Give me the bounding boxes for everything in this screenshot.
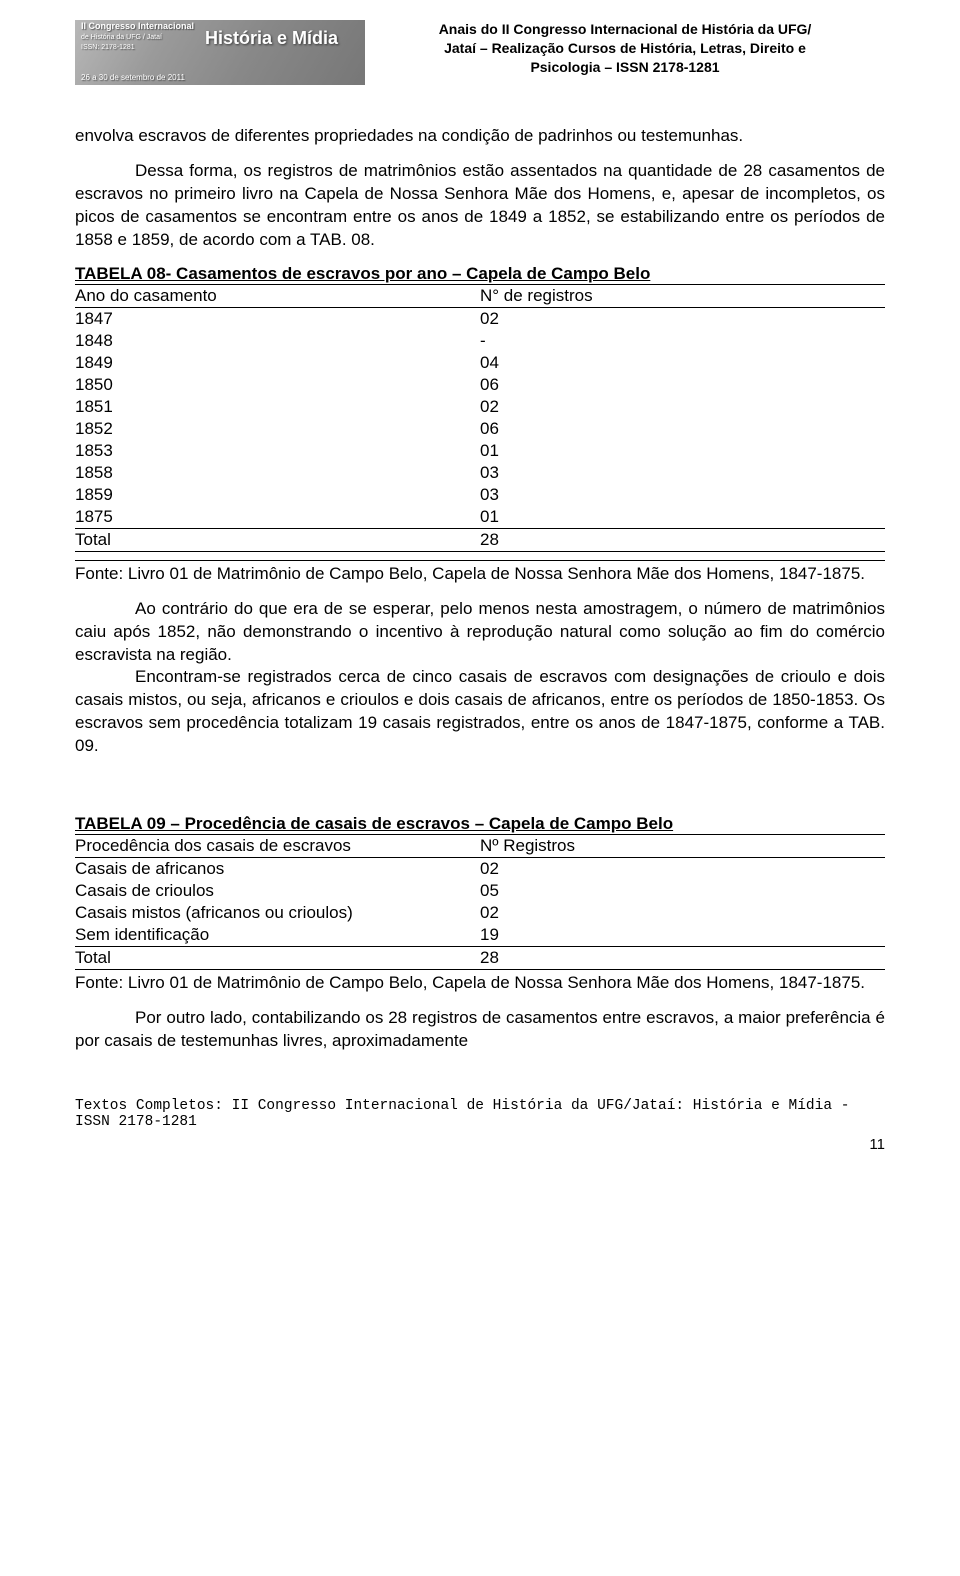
table08-head: Ano do casamento N° de registros	[75, 284, 885, 307]
fonte08-rule	[75, 560, 885, 561]
table-row: 184702	[75, 307, 885, 330]
page-number: 11	[75, 1136, 885, 1153]
table09-source: Fonte: Livro 01 de Matrimônio de Campo B…	[75, 972, 885, 995]
table09-head-left: Procedência dos casais de escravos	[75, 835, 480, 858]
table-row: Casais de africanos02	[75, 858, 885, 881]
table08-head-left: Ano do casamento	[75, 284, 480, 307]
header-citation: Anais do II Congresso Internacional de H…	[365, 20, 885, 77]
table09-head: Procedência dos casais de escravos Nº Re…	[75, 835, 885, 858]
paragraph-4: Encontram-se registrados cerca de cinco …	[75, 666, 885, 758]
table08-source: Fonte: Livro 01 de Matrimônio de Campo B…	[75, 563, 885, 586]
table08-foot: Total 28	[75, 528, 885, 551]
banner-congress-line: II Congresso Internacional de História d…	[81, 22, 194, 52]
table-row: 185006	[75, 374, 885, 396]
table-row: 185301	[75, 440, 885, 462]
paragraph-2: Dessa forma, os registros de matrimônios…	[75, 160, 885, 252]
table08: Ano do casamento N° de registros 184702 …	[75, 284, 885, 552]
table-row: 185903	[75, 484, 885, 506]
table09-head-right: Nº Registros	[480, 835, 885, 858]
table-row: 184904	[75, 352, 885, 374]
table-row: Casais de crioulos05	[75, 880, 885, 902]
table-row: Casais mistos (africanos ou crioulos)02	[75, 902, 885, 924]
paragraph-1: envolva escravos de diferentes proprieda…	[75, 125, 885, 148]
table08-source-wrap	[75, 560, 885, 561]
document-page: II Congresso Internacional de História d…	[0, 0, 960, 1193]
table08-head-right: N° de registros	[480, 284, 885, 307]
paragraph-3: Ao contrário do que era de se esperar, p…	[75, 598, 885, 667]
table08-title: TABELA 08- Casamentos de escravos por an…	[75, 264, 885, 284]
table-row: 185102	[75, 396, 885, 418]
table09: Procedência dos casais de escravos Nº Re…	[75, 834, 885, 970]
footer-citation: Textos Completos: II Congresso Internaci…	[75, 1098, 885, 1130]
table-row: 185803	[75, 462, 885, 484]
table-row: 187501	[75, 506, 885, 529]
table-row: 1848-	[75, 330, 885, 352]
table-row: Sem identificação19	[75, 924, 885, 947]
banner-title: História e Mídia	[205, 28, 338, 49]
table09-foot: Total 28	[75, 947, 885, 970]
table09-title: TABELA 09 – Procedência de casais de esc…	[75, 814, 885, 834]
page-header: II Congresso Internacional de História d…	[75, 20, 885, 85]
banner-dates: 26 a 30 de setembro de 2011	[81, 73, 185, 82]
table-row: 185206	[75, 418, 885, 440]
conference-banner: II Congresso Internacional de História d…	[75, 20, 365, 85]
paragraph-5: Por outro lado, contabilizando os 28 reg…	[75, 1007, 885, 1053]
